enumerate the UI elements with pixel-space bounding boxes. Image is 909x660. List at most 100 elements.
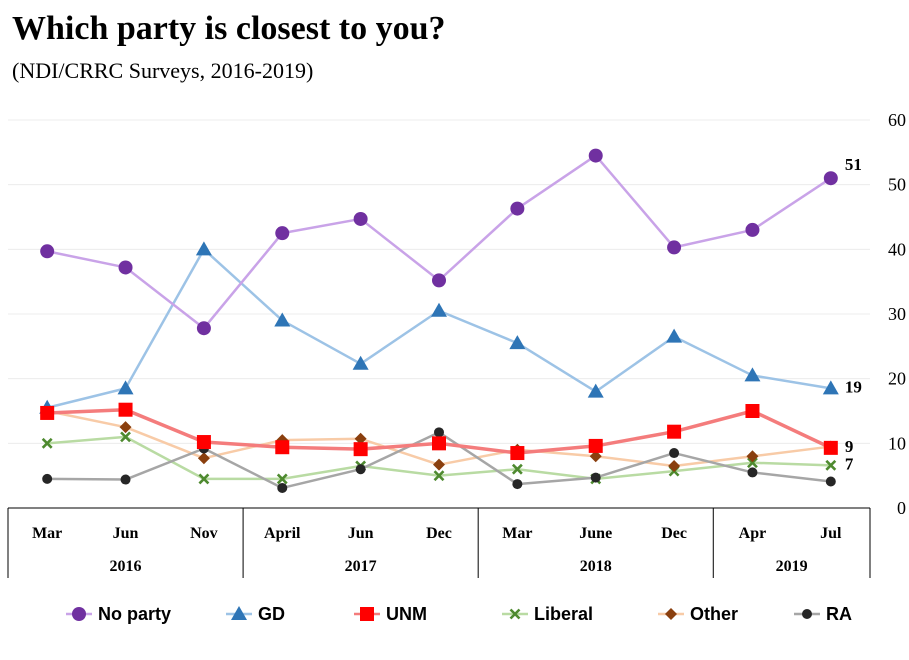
legend-label: No party — [98, 604, 171, 624]
series-no-party — [40, 148, 838, 336]
chart-subtitle: (NDI/CRRC Surveys, 2016-2019) — [12, 58, 314, 83]
series-unm — [40, 402, 838, 461]
data-point-no-party — [432, 273, 446, 288]
end-label-gd: 19 — [845, 377, 862, 396]
data-point-unm — [510, 446, 525, 461]
y-tick-label: 50 — [888, 175, 906, 195]
data-point-no-party — [823, 171, 838, 186]
data-point-ra — [747, 467, 758, 478]
data-point-gd — [509, 335, 526, 350]
end-label-no-party: 51 — [845, 155, 862, 174]
data-point-unm — [40, 405, 55, 420]
data-point-unm — [667, 424, 682, 439]
series-line-no-party — [46, 154, 832, 330]
data-point-unm — [432, 436, 446, 451]
series-lines — [39, 148, 839, 493]
data-point-gd — [352, 355, 369, 370]
series-ra — [42, 427, 836, 493]
legend-item-no-party: No party — [66, 604, 171, 624]
data-point-other — [197, 452, 210, 465]
legend-label: RA — [826, 604, 852, 624]
legend-marker-ra — [802, 609, 812, 619]
data-point-liberal — [120, 431, 131, 443]
chart-title: Which party is closest to you? — [12, 10, 446, 47]
legend-item-unm: UNM — [354, 604, 427, 624]
legend-label: UNM — [386, 604, 427, 624]
x-tick-label: June — [579, 525, 612, 542]
data-point-gd — [666, 328, 683, 343]
x-tick-label: Dec — [426, 525, 452, 542]
x-tick-label: Dec — [661, 525, 687, 542]
data-point-unm — [353, 442, 368, 457]
y-tick-label: 20 — [888, 369, 906, 389]
data-point-unm — [588, 438, 603, 453]
y-tick-label: 60 — [888, 110, 906, 130]
end-label-unm: 9 — [845, 437, 854, 456]
data-point-unm — [196, 435, 211, 450]
data-point-ra — [669, 448, 680, 459]
data-point-gd — [117, 380, 134, 395]
x-tick-label: April — [264, 525, 301, 542]
data-point-no-party — [275, 226, 290, 241]
data-point-other — [589, 450, 602, 463]
data-point-no-party — [196, 321, 211, 336]
data-point-gd — [195, 241, 212, 256]
data-point-other — [354, 432, 367, 445]
data-point-no-party — [745, 222, 760, 237]
data-point-liberal — [41, 437, 53, 449]
series-liberal — [41, 431, 837, 485]
data-point-ra — [120, 474, 131, 485]
x-tick-label: Jun — [348, 525, 374, 542]
legend-item-other: Other — [658, 604, 738, 624]
data-point-ra — [355, 464, 366, 475]
legend-marker-gd — [231, 606, 247, 620]
data-point-no-party — [667, 240, 682, 255]
x-tick-label: Nov — [190, 525, 218, 542]
data-point-liberal — [825, 459, 837, 471]
year-group-label: 2017 — [345, 558, 377, 575]
legend-item-ra: RA — [794, 604, 852, 624]
data-point-no-party — [118, 260, 133, 275]
x-tick-label: Mar — [32, 525, 62, 542]
legend-item-gd: GD — [226, 604, 285, 624]
data-point-no-party — [40, 244, 55, 259]
data-point-other — [668, 459, 681, 472]
series-line-gd — [46, 248, 832, 409]
data-point-gd — [431, 302, 447, 317]
data-point-other — [119, 421, 132, 434]
data-point-gd — [587, 383, 604, 398]
data-point-liberal — [747, 457, 758, 469]
data-point-ra — [512, 479, 523, 490]
data-point-other — [433, 458, 445, 471]
data-point-unm — [823, 440, 838, 455]
series-gd — [39, 241, 839, 414]
x-tick-label: Apr — [739, 525, 767, 542]
data-point-liberal — [511, 463, 523, 475]
data-point-ra — [590, 472, 601, 483]
x-tick-label: Mar — [502, 525, 532, 542]
legend-label: Other — [690, 604, 738, 624]
data-point-ra — [42, 473, 53, 484]
data-point-unm — [118, 402, 133, 417]
data-point-ra — [434, 427, 444, 438]
legend: No party GD UNM Liberal Other RA — [66, 604, 852, 624]
data-point-unm — [745, 404, 760, 418]
data-point-ra — [825, 476, 836, 487]
data-point-ra — [277, 482, 288, 493]
legend-marker-other — [665, 608, 677, 620]
data-point-unm — [275, 440, 290, 455]
year-group-label: 2018 — [580, 558, 612, 575]
data-point-no-party — [588, 148, 603, 163]
year-group-label: 2019 — [776, 558, 808, 575]
end-label-liberal: 7 — [845, 454, 854, 473]
legend-label: Liberal — [534, 604, 593, 624]
legend-label: GD — [258, 604, 285, 624]
x-tick-label: Jun — [113, 525, 139, 542]
data-point-liberal — [276, 473, 288, 485]
end-labels: 7 19 9 51 — [845, 155, 862, 473]
y-tick-label: 10 — [888, 433, 906, 453]
legend-marker-unm — [360, 607, 374, 621]
y-axis-ticks: 0 10 20 30 40 50 60 — [888, 110, 906, 518]
legend-marker-liberal — [509, 608, 521, 620]
